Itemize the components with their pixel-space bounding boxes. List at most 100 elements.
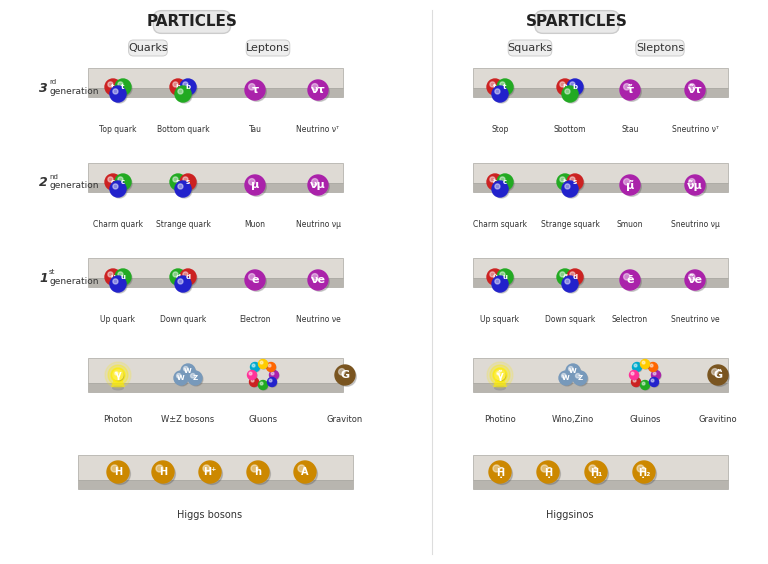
Text: Wino,Zino: Wino,Zino xyxy=(552,415,594,424)
Circle shape xyxy=(495,279,500,284)
Circle shape xyxy=(201,464,223,484)
Circle shape xyxy=(585,461,607,483)
Text: A: A xyxy=(301,467,309,477)
Text: nd: nd xyxy=(49,174,58,180)
Circle shape xyxy=(260,382,263,385)
Text: t: t xyxy=(121,84,124,90)
Text: s: s xyxy=(186,179,190,185)
Circle shape xyxy=(180,79,196,95)
Circle shape xyxy=(184,367,188,371)
Circle shape xyxy=(537,461,559,483)
Circle shape xyxy=(494,278,509,293)
Circle shape xyxy=(689,274,695,280)
Circle shape xyxy=(180,269,196,285)
Circle shape xyxy=(687,82,707,102)
Circle shape xyxy=(108,177,113,182)
Text: Charm quark: Charm quark xyxy=(93,220,143,229)
Circle shape xyxy=(631,372,639,380)
Circle shape xyxy=(182,271,197,286)
Circle shape xyxy=(620,270,640,290)
Circle shape xyxy=(312,83,318,90)
Circle shape xyxy=(650,377,658,386)
Circle shape xyxy=(114,371,124,381)
Circle shape xyxy=(251,379,254,382)
Circle shape xyxy=(247,82,266,102)
Circle shape xyxy=(568,367,573,371)
Circle shape xyxy=(567,269,583,285)
Circle shape xyxy=(489,271,504,286)
Polygon shape xyxy=(473,383,728,392)
Text: μ̃: μ̃ xyxy=(626,179,634,191)
Text: Down squark: Down squark xyxy=(545,315,595,324)
Circle shape xyxy=(651,371,660,380)
Circle shape xyxy=(559,176,574,191)
Circle shape xyxy=(108,365,128,385)
Circle shape xyxy=(270,371,279,380)
Text: Higgsinos: Higgsinos xyxy=(546,510,594,520)
Circle shape xyxy=(499,271,514,286)
Circle shape xyxy=(567,174,583,190)
Circle shape xyxy=(642,361,645,364)
Circle shape xyxy=(156,465,163,472)
Circle shape xyxy=(494,183,509,198)
Circle shape xyxy=(497,269,513,285)
Circle shape xyxy=(170,269,186,285)
Circle shape xyxy=(487,269,503,285)
Circle shape xyxy=(540,464,561,484)
Circle shape xyxy=(499,81,514,96)
Text: H⁺: H⁺ xyxy=(204,467,217,477)
Circle shape xyxy=(687,272,707,291)
Text: 1: 1 xyxy=(39,271,48,284)
Text: Gluons: Gluons xyxy=(248,415,277,424)
Circle shape xyxy=(588,464,608,484)
Circle shape xyxy=(622,82,641,102)
Circle shape xyxy=(175,86,191,102)
Circle shape xyxy=(247,272,266,291)
Circle shape xyxy=(495,370,505,380)
Circle shape xyxy=(492,464,512,484)
Text: generation: generation xyxy=(49,86,98,95)
Text: W: W xyxy=(177,375,185,381)
Circle shape xyxy=(569,81,584,96)
Circle shape xyxy=(173,177,178,182)
Circle shape xyxy=(541,465,548,472)
Circle shape xyxy=(182,176,197,191)
Circle shape xyxy=(487,174,503,190)
Circle shape xyxy=(495,184,500,189)
Circle shape xyxy=(641,381,650,390)
Text: Sleptons: Sleptons xyxy=(636,43,684,53)
Polygon shape xyxy=(88,278,343,287)
Circle shape xyxy=(112,88,127,103)
Circle shape xyxy=(154,464,175,484)
Circle shape xyxy=(110,276,126,292)
Circle shape xyxy=(634,364,642,372)
Text: Squarks: Squarks xyxy=(508,43,552,53)
Text: W: W xyxy=(184,368,192,374)
Circle shape xyxy=(269,379,272,382)
Circle shape xyxy=(489,81,504,96)
Circle shape xyxy=(173,272,178,277)
Circle shape xyxy=(641,359,650,368)
Polygon shape xyxy=(473,183,728,192)
Circle shape xyxy=(178,89,183,94)
Circle shape xyxy=(112,278,127,293)
Circle shape xyxy=(249,372,257,380)
Circle shape xyxy=(252,364,255,367)
Circle shape xyxy=(172,271,187,286)
Circle shape xyxy=(641,360,650,369)
Circle shape xyxy=(269,378,277,387)
Text: c̃: c̃ xyxy=(493,179,497,185)
Ellipse shape xyxy=(494,386,506,390)
Circle shape xyxy=(620,80,640,100)
Circle shape xyxy=(105,362,131,388)
Circle shape xyxy=(267,377,276,386)
Polygon shape xyxy=(88,383,343,392)
Circle shape xyxy=(687,177,707,196)
Text: Sneutrino νμ: Sneutrino νμ xyxy=(670,220,720,229)
Text: νe: νe xyxy=(310,275,326,285)
Circle shape xyxy=(114,372,118,375)
Circle shape xyxy=(249,83,255,90)
Circle shape xyxy=(108,272,113,277)
Text: W±Z bosons: W±Z bosons xyxy=(161,415,214,424)
Circle shape xyxy=(260,361,263,364)
